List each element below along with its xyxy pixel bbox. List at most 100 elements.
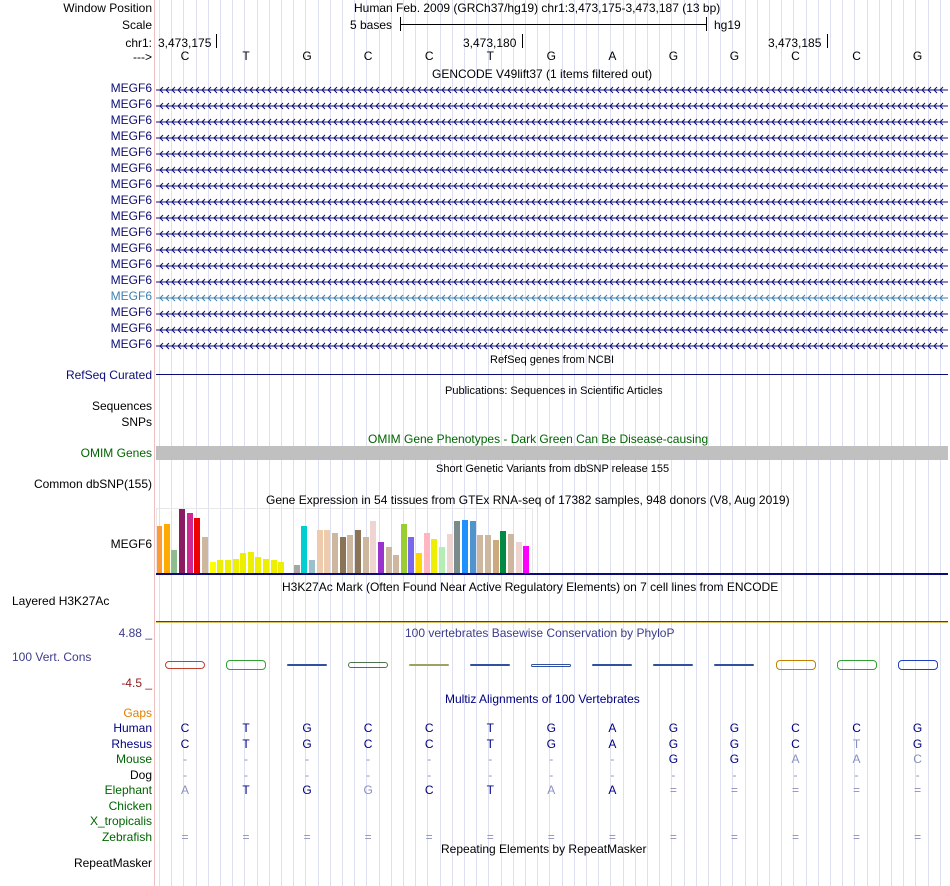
gtex-tissue-bar[interactable] [347, 535, 354, 573]
gtex-tissue-bar[interactable] [194, 518, 201, 573]
gtex-tissue-bar[interactable] [309, 560, 315, 573]
gtex-tissue-bar[interactable] [500, 531, 507, 573]
gtex-tissue-bar[interactable] [523, 546, 530, 573]
gencode-item-feature[interactable] [156, 228, 948, 238]
gtex-tissue-bar[interactable] [186, 513, 193, 573]
gtex-label[interactable]: MEGF6 [110, 537, 152, 551]
gencode-item-feature[interactable] [156, 212, 948, 222]
gtex-tissue-bar[interactable] [393, 555, 400, 573]
gtex-tissue-bar[interactable] [217, 560, 224, 573]
multiz-species-label[interactable]: X_tropicalis [89, 814, 152, 828]
refseq-label[interactable]: RefSeq Curated [65, 368, 152, 382]
gtex-tissue-bar[interactable] [515, 542, 522, 573]
gtex-tissue-bar[interactable] [209, 562, 216, 573]
gtex-tissue-bar[interactable] [301, 526, 308, 573]
gtex-tissue-bar[interactable] [416, 553, 423, 573]
gtex-tissue-bar[interactable] [224, 560, 231, 573]
omim-label[interactable]: OMIM Genes [80, 446, 152, 460]
gencode-item-label[interactable]: MEGF6 [110, 209, 152, 223]
gtex-tissue-bar[interactable] [385, 547, 392, 573]
gtex-tissue-bar[interactable] [171, 550, 178, 573]
gtex-tissue-bar[interactable] [331, 533, 338, 573]
gencode-item-feature[interactable] [156, 196, 948, 206]
gtex-tissue-bar[interactable] [293, 565, 300, 573]
gtex-tissue-bar[interactable] [400, 524, 407, 573]
h3k27ac-label[interactable]: Layered H3K27Ac [12, 594, 110, 608]
gencode-item-feature[interactable] [156, 100, 948, 110]
gtex-tissue-bar[interactable] [507, 534, 514, 573]
dbsnp-label[interactable]: Common dbSNP(155) [33, 477, 152, 491]
gtex-tissue-bar[interactable] [255, 557, 262, 573]
gencode-item-label[interactable]: MEGF6 [110, 145, 152, 159]
gtex-tissue-bar[interactable] [163, 524, 170, 573]
multiz-species-label[interactable]: Zebrafish [101, 829, 152, 844]
gencode-item-label[interactable]: MEGF6 [110, 257, 152, 271]
gencode-item-label[interactable]: MEGF6 [110, 81, 152, 95]
gtex-tissue-bar[interactable] [446, 534, 453, 573]
refseq-gene-line[interactable] [156, 374, 948, 375]
repeatmasker-label[interactable]: RepeatMasker [73, 856, 152, 870]
gencode-item-feature[interactable] [156, 308, 948, 318]
gencode-item-feature[interactable] [156, 292, 948, 302]
gencode-item-label[interactable]: MEGF6 [110, 129, 152, 143]
gtex-tissue-bar[interactable] [354, 530, 361, 573]
gtex-tissue-bar[interactable] [484, 535, 491, 573]
gtex-tissue-bar[interactable] [431, 539, 438, 573]
gencode-item-feature[interactable] [156, 132, 948, 142]
gtex-tissue-bar[interactable] [370, 521, 377, 573]
gtex-tissue-bar[interactable] [362, 537, 369, 573]
omim-feature-bar[interactable] [156, 446, 948, 460]
multiz-species-label[interactable]: Human [113, 721, 152, 735]
gencode-item-feature[interactable] [156, 116, 948, 126]
gencode-item-label[interactable]: MEGF6 [110, 113, 152, 127]
gtex-tissue-bar[interactable] [462, 520, 468, 573]
publications-label-sequences[interactable]: Sequences [91, 399, 152, 413]
gencode-item-feature[interactable] [156, 148, 948, 158]
gtex-tissue-bar[interactable] [286, 565, 293, 573]
gtex-tissue-bar[interactable] [247, 552, 254, 573]
gencode-item-label[interactable]: MEGF6 [110, 241, 152, 255]
multiz-species-label[interactable]: Mouse [115, 752, 152, 766]
gencode-item-label[interactable]: MEGF6 [110, 225, 152, 239]
gtex-tissue-bar[interactable] [270, 560, 277, 573]
gencode-item-feature[interactable] [156, 260, 948, 270]
multiz-species-label[interactable]: Chicken [108, 798, 152, 813]
gencode-item-label[interactable]: MEGF6 [110, 305, 152, 319]
gtex-tissue-bar[interactable] [278, 562, 285, 573]
gtex-tissue-bar[interactable] [232, 559, 239, 573]
gtex-tissue-bar[interactable] [469, 521, 476, 573]
gencode-item-label[interactable]: MEGF6 [110, 289, 152, 303]
gtex-tissue-bar[interactable] [263, 559, 270, 573]
gaps-label[interactable]: Gaps [123, 706, 152, 720]
multiz-species-label[interactable]: Dog [129, 767, 152, 782]
gtex-tissue-bar[interactable] [377, 542, 384, 573]
gtex-tissue-bar[interactable] [492, 540, 499, 573]
gencode-item-label[interactable]: MEGF6 [110, 161, 152, 175]
gencode-item-feature[interactable] [156, 244, 948, 254]
gtex-tissue-bar[interactable] [439, 547, 446, 573]
gtex-tissue-bar[interactable] [240, 553, 247, 573]
gtex-tissue-bar[interactable] [423, 533, 430, 573]
gencode-item-label[interactable]: MEGF6 [110, 273, 152, 287]
gencode-item-feature[interactable] [156, 340, 948, 350]
gencode-item-label[interactable]: MEGF6 [110, 321, 152, 335]
multiz-species-label[interactable]: Rhesus [111, 736, 152, 751]
gencode-item-feature[interactable] [156, 180, 948, 190]
gencode-item-label[interactable]: MEGF6 [110, 97, 152, 111]
gtex-tissue-bar[interactable] [324, 530, 331, 573]
gencode-item-label[interactable]: MEGF6 [110, 177, 152, 191]
gtex-tissue-bar[interactable] [477, 535, 484, 573]
gencode-item-feature[interactable] [156, 276, 948, 286]
gencode-item-feature[interactable] [156, 324, 948, 334]
gtex-tissue-bar[interactable] [156, 526, 162, 573]
gtex-tissue-bar[interactable] [201, 537, 208, 573]
gtex-tissue-bar[interactable] [339, 537, 346, 573]
gtex-tissue-bar[interactable] [408, 537, 415, 573]
multiz-species-label[interactable]: Elephant [104, 783, 152, 797]
gencode-item-feature[interactable] [156, 164, 948, 174]
gtex-tissue-bar[interactable] [316, 530, 323, 573]
cons-label[interactable]: 100 Vert. Cons [12, 650, 92, 664]
publications-label-snps[interactable]: SNPs [121, 415, 152, 429]
gtex-tissue-bar[interactable] [454, 521, 461, 573]
